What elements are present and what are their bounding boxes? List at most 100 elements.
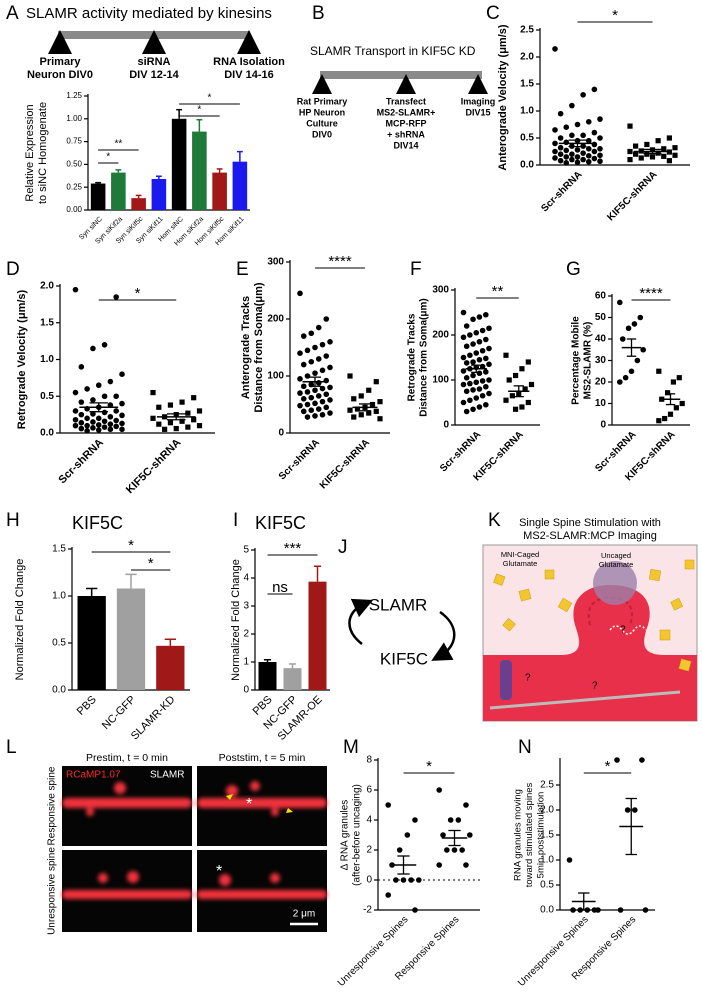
data-point [670,379,677,385]
node-label: KIF5C [380,649,428,668]
x-tick-label: NC-GFP [100,694,138,732]
data-point [90,397,96,403]
data-point [640,346,646,353]
data-point [557,151,564,157]
y-axis-label: Anterograde Velocity (μm/s) [497,24,509,170]
y-tick-label: 0.0 [52,685,66,696]
data-point [473,379,480,386]
data-point [101,418,108,425]
timeline-label: DIV0 [312,129,332,139]
data-point [460,354,467,361]
panel-letter: E [236,259,249,280]
bar [90,183,106,210]
data-point [84,427,90,434]
y-tick-label: 0 [278,428,284,439]
data-point [373,408,379,414]
data-point [460,334,467,341]
data-point [113,417,119,424]
question-mark: ? [620,625,626,636]
data-point [557,110,564,117]
significance-label: * [148,555,154,572]
y-axis-label: (after-before uncaging) [352,784,363,886]
data-point [347,407,353,413]
data-point [191,417,197,423]
data-point [323,377,330,384]
x-tick-label: Scr-shRNA [438,429,483,474]
data-point [377,399,383,405]
data-point [580,92,586,98]
y-axis-label: to siNC Homogenate [37,102,49,204]
x-tick-label: Scr-shRNA [539,169,584,214]
data-point [483,355,489,362]
data-point [300,383,307,390]
data-point [632,807,638,813]
panel-letter: K [488,510,501,531]
data-point [569,151,575,157]
row-label: Unresponsive spine [47,847,58,935]
node-label: SLAMR [369,595,428,614]
panel-letter: J [338,537,348,558]
data-point [486,390,492,397]
data-point [637,314,644,321]
data-point [304,414,311,420]
data-point [300,396,307,402]
data-point [95,422,102,428]
data-point [597,158,603,165]
bar [258,662,277,690]
y-tick-label: 0.0 [540,905,554,916]
data-point [101,424,108,430]
y-tick-label: 2 [243,629,249,640]
data-point [506,377,512,383]
data-point [119,400,125,407]
data-point [552,155,558,161]
data-point [156,421,162,427]
data-point [107,378,114,385]
data-point [366,387,372,393]
data-point [525,359,531,365]
y-axis-label: RNA granules moving [513,789,524,881]
data-point [628,368,635,375]
y-tick-label: 2.0 [520,52,534,63]
data-point [591,141,598,148]
data-point [473,329,480,336]
data-point [447,817,454,823]
data-point [351,414,357,420]
significance-label: * [426,758,432,775]
data-point [463,323,470,329]
data-point [664,390,671,396]
x-tick-label: KIF5C-shRNA [318,437,372,491]
row-label: Responsive spine [47,766,58,845]
data-point [662,415,668,422]
y-tick-label: 200 [432,330,449,341]
data-point [552,140,558,147]
panel-letter: F [410,259,422,280]
data-point [563,139,570,146]
bar [232,161,248,210]
y-tick-label: 2.0 [40,281,54,292]
timeline-label: DIV14 [393,140,418,150]
data-point [107,414,114,420]
data-point [627,148,633,155]
data-point [444,847,450,853]
data-point [460,368,467,374]
data-point [597,146,603,152]
data-point [377,416,383,422]
data-point [90,425,96,431]
data-point [479,392,486,399]
data-point [179,418,185,424]
data-point [473,395,480,401]
y-axis-label: 5min poststimulation [536,792,547,879]
data-point [580,156,586,163]
data-point [463,802,469,808]
data-point [323,316,330,322]
question-mark: ? [525,673,531,684]
data-point [667,411,674,417]
illustration-label: Uncaged [601,551,631,560]
data-point [591,148,598,155]
data-point [655,138,661,144]
y-axis-label: MS2-SLAMR (%) [583,322,594,400]
data-point [300,361,307,368]
y-axis-label: Distance from Soma(μm) [253,282,265,413]
data-point [312,387,318,394]
data-point [119,420,125,427]
